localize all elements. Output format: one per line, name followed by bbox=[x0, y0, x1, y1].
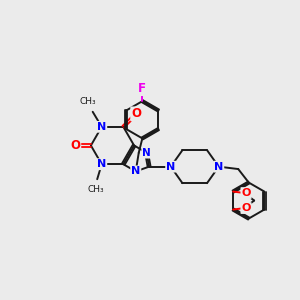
Text: CH₃: CH₃ bbox=[87, 184, 104, 194]
Text: N: N bbox=[214, 162, 224, 172]
Text: N: N bbox=[131, 167, 140, 176]
Text: N: N bbox=[97, 159, 106, 169]
Text: N: N bbox=[142, 148, 151, 158]
Text: O: O bbox=[131, 107, 141, 120]
Text: N: N bbox=[97, 122, 106, 132]
Text: O: O bbox=[242, 203, 251, 213]
Text: O: O bbox=[70, 139, 80, 152]
Text: CH₃: CH₃ bbox=[80, 98, 97, 106]
Text: O: O bbox=[242, 188, 251, 198]
Text: F: F bbox=[138, 82, 146, 95]
Text: N: N bbox=[166, 162, 176, 172]
